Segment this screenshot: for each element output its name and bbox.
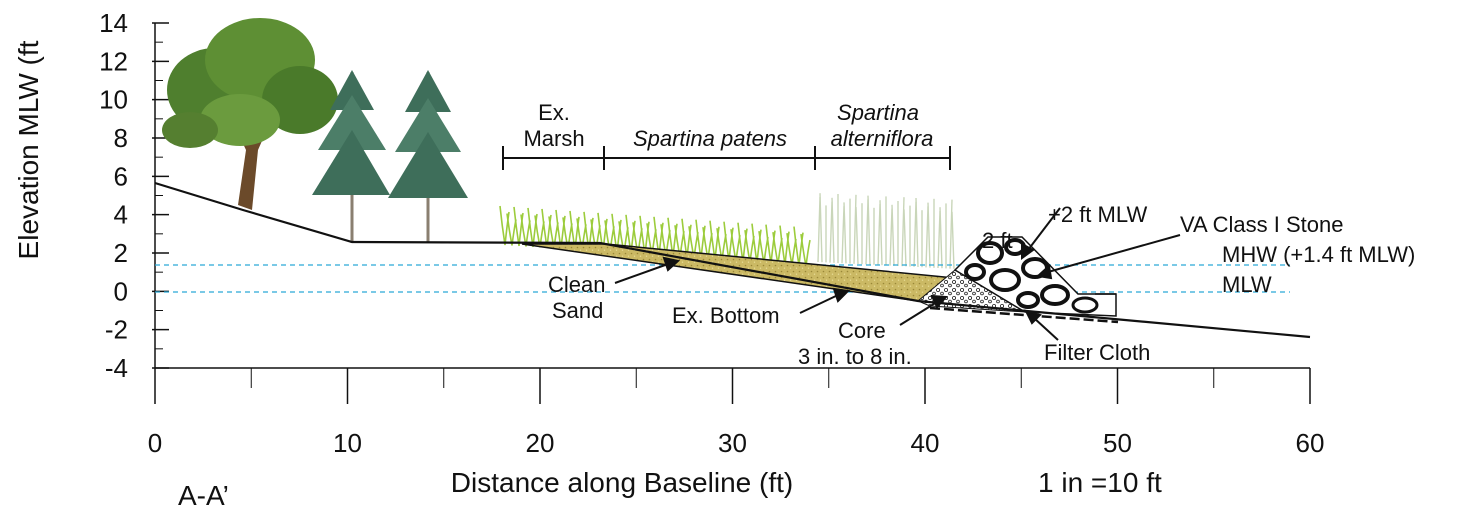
stone-label: VA Class I Stone: [1180, 212, 1343, 237]
grass-blade: [913, 201, 917, 267]
zone-brackets: [502, 146, 951, 170]
grass-blade: [841, 206, 845, 264]
mlw-label: MLW: [1222, 272, 1272, 297]
grass-blade: [865, 199, 869, 265]
grass-blade: [829, 201, 833, 263]
grass-blade: [499, 205, 510, 246]
existing-ground-profile: [154, 181, 1311, 339]
pine-tree-illustration: [388, 70, 468, 243]
spartina-alt-label-2: alterniflora: [831, 126, 934, 151]
grass-blade: [800, 233, 811, 267]
y-tick-label: -2: [105, 315, 128, 345]
plus2-mlw-label: +2 ft MLW: [1048, 202, 1147, 227]
clean-sand-label-1: Clean: [548, 272, 605, 297]
x-tick-label: 30: [718, 428, 747, 458]
ex-bottom-label: Ex. Bottom: [672, 303, 780, 328]
grass-blade: [891, 204, 895, 266]
y-tick-label: 8: [114, 123, 128, 153]
grass-blade: [925, 206, 929, 268]
grass-blade: [879, 200, 883, 266]
y-tick-label: 10: [99, 85, 128, 115]
annotation-arrows: [614, 207, 1181, 341]
grass-blade: [819, 193, 823, 263]
y-tick-label: 4: [114, 200, 128, 230]
scale-label: 1 in =10 ft: [1038, 467, 1162, 498]
y-tick-label: 6: [114, 161, 128, 191]
grass-blade: [951, 211, 955, 269]
ex-marsh-label-1: Ex.: [538, 100, 570, 125]
section-label: A-A’: [178, 480, 229, 511]
spartina-alterniflora-grass: [817, 193, 955, 269]
grass-blade: [867, 195, 871, 265]
x-tick-label: 0: [148, 428, 162, 458]
x-tick-label: 20: [526, 428, 555, 458]
grass-blade: [877, 203, 881, 266]
grass-blade: [901, 197, 905, 267]
core-size-label: 3 in. to 8 in.: [798, 344, 912, 369]
y-tick-label: 14: [99, 8, 128, 38]
x-tick-label: 10: [333, 428, 362, 458]
x-tick-label: 60: [1296, 428, 1325, 458]
grass-blade: [927, 202, 931, 268]
pine-tree-illustration: [312, 70, 390, 243]
grass-blade: [889, 208, 893, 266]
y-tick-label: 12: [99, 46, 128, 76]
y-axis-label: Elevation MLW (ft: [13, 40, 44, 259]
clean-sand-label-2: Sand: [552, 298, 603, 323]
grass-blade: [855, 206, 859, 265]
oak-tree-illustration: [162, 18, 338, 210]
ex-marsh-label-2: Marsh: [523, 126, 584, 151]
grass-blade: [843, 202, 847, 264]
y-tick-label: 0: [114, 276, 128, 306]
grass-blade: [949, 199, 953, 269]
filter-cloth-line: [929, 306, 1119, 324]
spartina-patens-label: Spartina patens: [633, 126, 787, 151]
grass-blade: [817, 196, 821, 263]
grass-blade: [937, 210, 941, 269]
core-label: Core: [838, 318, 886, 343]
mhw-label: MHW (+1.4 ft MLW): [1222, 242, 1415, 267]
x-tick-label: 50: [1103, 428, 1132, 458]
y-tick-label: -4: [105, 353, 128, 383]
grass-blade: [939, 207, 943, 269]
grass-blade: [915, 197, 919, 268]
crest-width-label: 2 ft: [982, 228, 1013, 253]
x-tick-label: 40: [911, 428, 940, 458]
filter-cloth-label: Filter Cloth: [1044, 340, 1150, 365]
x-axis-label: Distance along Baseline (ft): [451, 467, 793, 498]
grass-blade: [831, 197, 835, 263]
grass-blade: [853, 194, 857, 264]
text-labels: Elevation MLW (ft Distance along Baselin…: [13, 40, 1415, 511]
grass-blade: [903, 209, 907, 267]
spartina-alt-label-1: Spartina: [837, 100, 919, 125]
y-tick-label: 2: [114, 238, 128, 268]
